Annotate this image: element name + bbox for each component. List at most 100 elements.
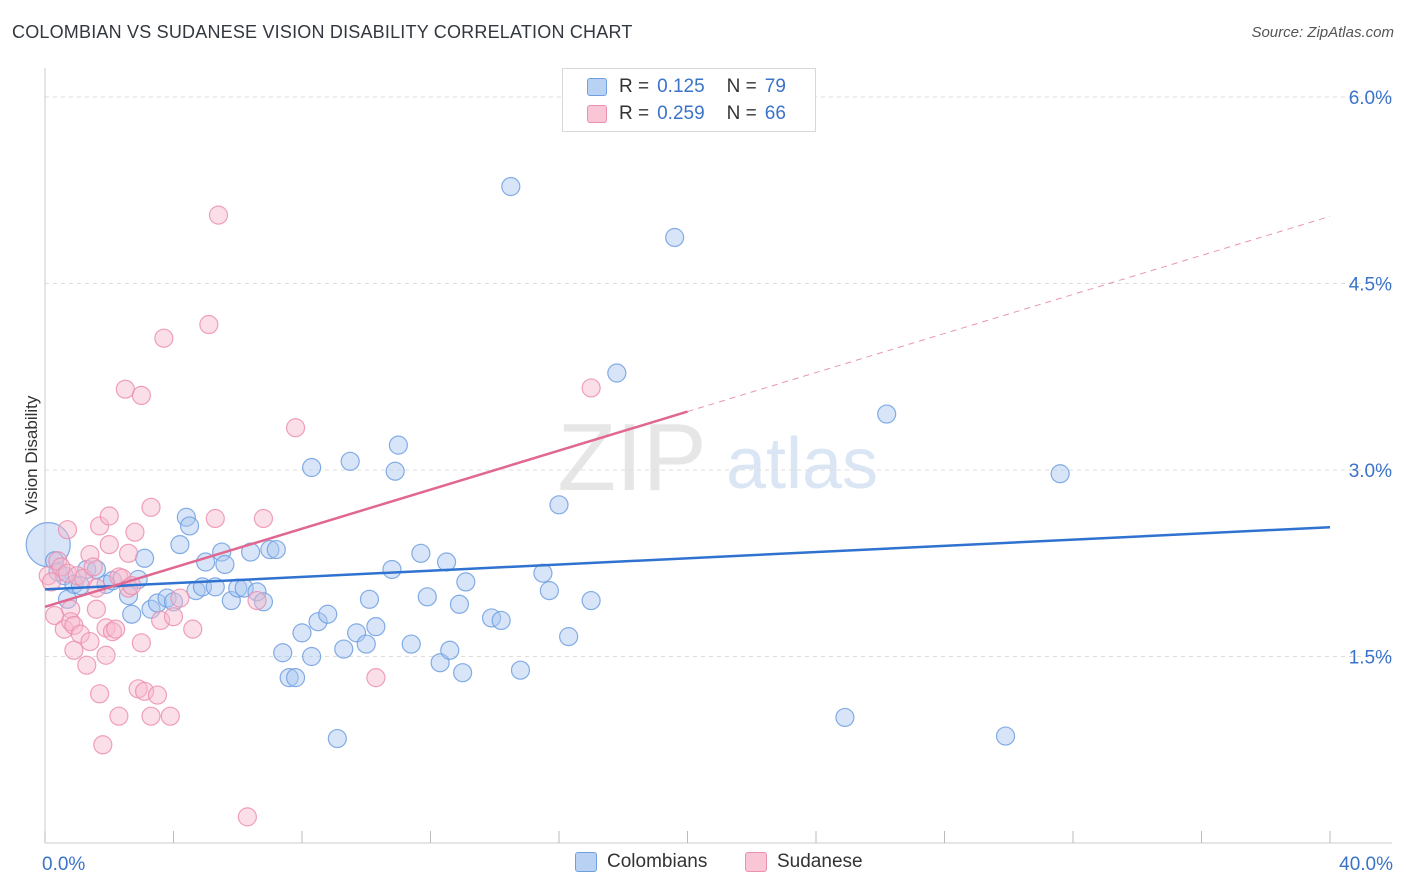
y-tick-label: 3.0% [1349,461,1392,482]
correlation-legend: R = 0.125 N = 79 R = 0.259 N = 66 [562,68,816,132]
colombians-point [581,590,601,611]
sudanese-point [581,378,601,398]
colombians-point [417,587,437,607]
sudanese-point [131,633,151,653]
watermark: ZIP atlas [557,404,878,511]
sudanese-point [253,508,274,529]
colombians-point [327,728,347,749]
bottom-legend-sudanese: Sudanese [745,851,863,873]
colombians-point [510,660,531,680]
colombians-point [366,617,386,637]
data-points [25,176,1070,827]
legend-n-value: 66 [764,103,786,124]
colombians-point [401,634,421,654]
sudanese-point [160,706,180,726]
legend-r-value: 0.125 [657,76,705,97]
sudanese-point [77,655,97,675]
watermark-atlas: atlas [726,424,878,504]
colombians-legend-swatch [575,852,597,872]
sudanese-point [131,385,151,405]
colombians-point [285,668,306,688]
colombians-point [302,457,322,478]
colombians-trend-line [44,525,1331,591]
sudanese-point [141,706,161,726]
sudanese-point [118,543,139,563]
sudanese-point [102,622,123,642]
sudanese-point [141,497,161,517]
colombians-point [170,534,190,555]
axes [44,68,1392,844]
y-tick-label: 4.5% [1349,275,1392,296]
sudanese-point [125,522,145,542]
colombians-point [179,516,200,536]
sudanese-point [90,516,110,536]
colombians-point [134,548,155,568]
colombians-point [501,176,521,197]
legend-r-label: R = [619,103,650,124]
legend-r-value: 0.259 [657,103,705,124]
legend-row-colombians: R = 0.125 N = 79 [587,75,786,99]
colombians-swatch [587,78,607,96]
source-label: Source: ZipAtlas.com [1251,24,1394,41]
colombians-point [266,539,286,560]
sudanese-point [208,205,229,225]
colombians-point [440,640,460,660]
colombians-point [221,590,241,611]
legend-r-label: R = [619,76,650,97]
colombians-point [539,581,559,601]
sudanese-point [134,681,155,701]
colombians-point [1050,464,1070,484]
colombians-point [388,435,408,455]
grid [45,96,1392,657]
colombians-point [308,612,328,632]
sudanese-point [83,557,103,577]
colombians-point [260,539,280,560]
sudanese-point [147,685,168,705]
bottom-legend-colombians: Colombians [575,851,707,873]
colombians-point [122,604,142,624]
colombians-point [436,552,457,572]
legend-n-value: 79 [764,76,786,97]
watermark-zip: ZIP [557,404,706,511]
colombians-point [549,495,569,515]
colombians-point [382,559,402,580]
sudanese-point [199,314,219,335]
colombians-point [385,461,405,481]
y-tick-label: 6.0% [1349,88,1392,109]
sudanese-point [170,588,190,608]
sudanese-trend-line [44,410,688,608]
colombians-point [318,604,338,624]
colombians-legend-label: Colombians [607,851,708,872]
colombians-point [340,451,360,471]
colombians-point [302,646,322,667]
sudanese-point [99,534,119,555]
colombians-point [607,363,627,383]
sudanese-point [64,640,84,660]
sudanese-point [70,624,90,644]
sudanese-point [80,631,100,652]
legend-row-sudanese: R = 0.259 N = 66 [587,102,786,126]
sudanese-point [90,684,110,704]
sudanese-point [99,506,119,526]
legend-n-label: N = [726,103,757,124]
colombians-point [533,563,553,583]
colombians-point [334,639,354,659]
sudanese-swatch [587,105,607,123]
colombians-point [279,668,299,688]
sudanese-point [106,619,126,639]
sudanese-point [205,508,225,529]
colombians-point [273,643,293,663]
sudanese-point [41,572,62,592]
sudanese-point [151,610,171,631]
colombians-point [456,572,476,592]
colombians-point [453,663,473,683]
legend-n-label: N = [726,76,757,97]
colombians-point [292,623,312,643]
sudanese-point [80,544,100,565]
sudanese-point [247,590,267,611]
sudanese-point [86,599,107,619]
sudanese-point [285,418,306,438]
trend-lines [44,215,1331,608]
colombians-point [253,592,274,612]
